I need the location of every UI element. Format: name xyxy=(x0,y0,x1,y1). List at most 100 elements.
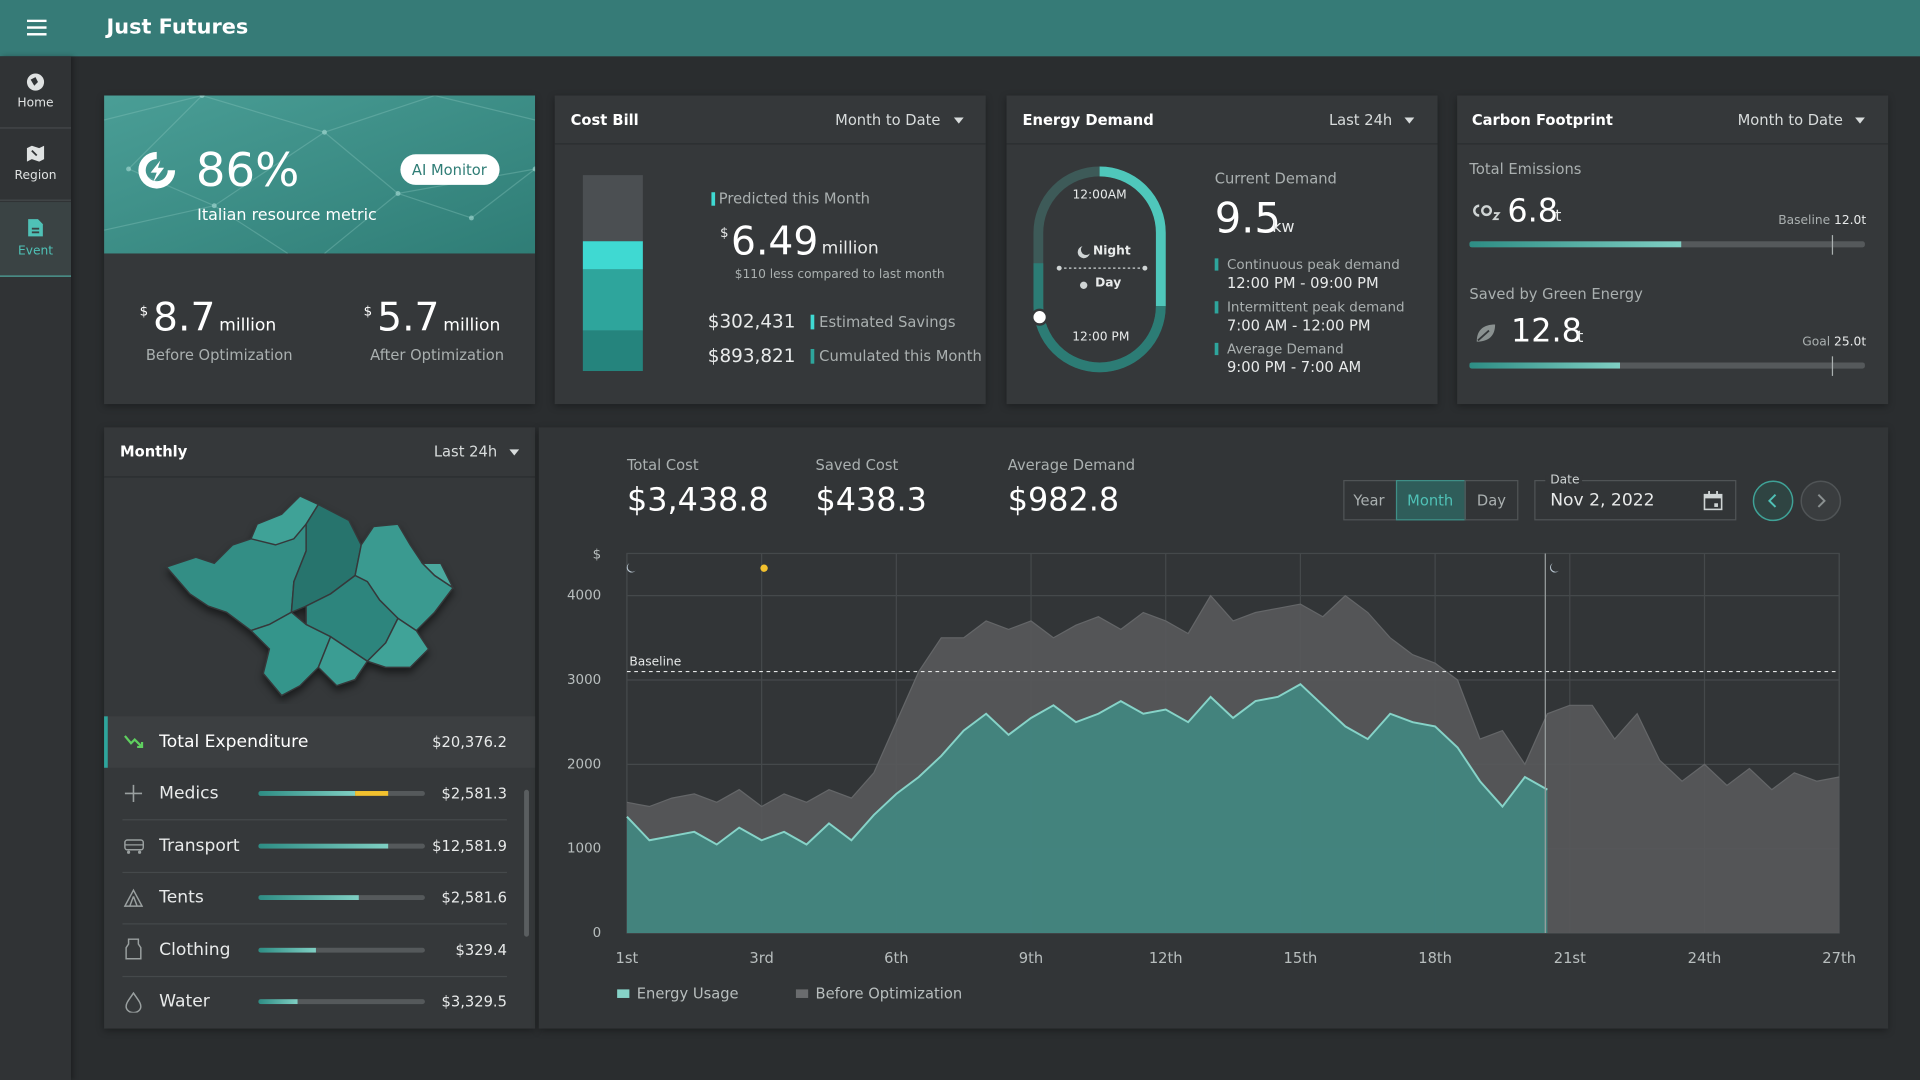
row-divider xyxy=(122,923,507,925)
legend-label: Before Optimization xyxy=(816,985,963,1002)
date-label-bg xyxy=(1545,475,1583,485)
period-dropdown[interactable]: Month to Date xyxy=(835,111,941,129)
item-label: Intermittent peak demand xyxy=(1226,299,1405,316)
next-button[interactable] xyxy=(1800,480,1842,522)
current-label: Current Demand xyxy=(1214,170,1337,188)
item-marker xyxy=(1214,342,1219,356)
scrollbar[interactable] xyxy=(524,789,529,937)
item-name: Medics xyxy=(159,783,219,804)
range-option[interactable]: Day xyxy=(1476,492,1506,510)
unit: t xyxy=(1577,328,1584,348)
saved-value: 12.8 xyxy=(1511,313,1582,351)
ref-value: 25.0t xyxy=(1834,335,1867,349)
transport-icon xyxy=(124,839,145,854)
before-label: Before Optimization xyxy=(146,348,293,363)
demand-dial xyxy=(1031,166,1166,373)
ai-percent: 86% xyxy=(195,143,300,198)
item-bar-fill xyxy=(258,999,298,1005)
water-icon xyxy=(125,991,142,1013)
y-tick-label: 1000 xyxy=(567,842,601,857)
caret xyxy=(953,117,964,124)
date-field[interactable] xyxy=(1534,480,1737,521)
y-tick-label: 0 xyxy=(593,926,602,941)
emissions-bar xyxy=(1469,241,1865,248)
menu-button[interactable] xyxy=(26,19,49,37)
area xyxy=(626,684,1548,934)
x-tick-label: 1st xyxy=(616,950,639,967)
row-divider xyxy=(122,975,507,978)
label: Before Optimization xyxy=(145,346,293,364)
y-tick-label: 2000 xyxy=(567,757,601,772)
total-row[interactable] xyxy=(104,716,536,768)
item-label: Continuous peak demand xyxy=(1226,256,1400,273)
tents-icon xyxy=(123,888,144,907)
calendar-icon[interactable] xyxy=(1703,491,1723,511)
region-icon xyxy=(26,145,45,162)
ai-monitor-label[interactable]: AI Monitor xyxy=(411,161,487,179)
stat-value: $438.3 xyxy=(815,482,927,520)
legend-swatch xyxy=(617,989,630,998)
x-tick-label: 6th xyxy=(884,950,908,967)
card-title: Cost Bill xyxy=(570,111,639,129)
item-bar xyxy=(258,895,425,900)
region-map xyxy=(165,495,455,697)
nav-active-bg xyxy=(0,202,72,277)
bill-bar-predicted xyxy=(582,241,643,270)
unit: million xyxy=(443,315,501,336)
saved-bar xyxy=(1469,362,1865,369)
item-value: 12:00 PM - 09:00 PM xyxy=(1226,274,1379,292)
y-axis-unit: $ xyxy=(593,548,602,563)
predicted-value: 6.49 xyxy=(731,217,819,265)
item-bar-fill xyxy=(258,947,316,953)
legend-marker xyxy=(810,314,815,330)
currency: $ xyxy=(139,303,149,319)
item-marker xyxy=(1214,301,1219,314)
dial-label: Night xyxy=(1092,244,1131,259)
currency: $ xyxy=(720,224,729,241)
stat-label: Average Demand xyxy=(1007,456,1136,474)
unit: kw xyxy=(1272,218,1295,237)
toggle-divider xyxy=(1464,480,1466,521)
bill-bar-savings xyxy=(582,269,643,331)
app-header xyxy=(0,0,1920,57)
date-value: Nov 2, 2022 xyxy=(1550,491,1655,511)
stat-label: Saved Cost xyxy=(815,456,899,474)
item-name: Clothing xyxy=(159,940,231,960)
bill-bar-cumulated xyxy=(582,330,643,372)
prev-button[interactable] xyxy=(1752,480,1794,522)
item-bar xyxy=(258,843,425,849)
item-value: $2,581.3 xyxy=(441,784,507,803)
current-value: 9.5 xyxy=(1214,194,1281,244)
total-value: $20,376.2 xyxy=(432,733,507,751)
item-value: 7:00 AM - 12:00 PM xyxy=(1226,317,1371,335)
note: $110 less compared to last month xyxy=(734,268,945,282)
saved-label: Saved by Green Energy xyxy=(1469,285,1643,303)
range-option[interactable]: Month xyxy=(1407,492,1454,510)
before-value: 8.7 xyxy=(153,293,216,341)
period-dropdown[interactable]: Last 24h xyxy=(1328,111,1393,129)
bill-bar-remaining xyxy=(582,175,643,242)
period-dropdown[interactable]: Month to Date xyxy=(1737,111,1843,129)
nav-item[interactable]: Region xyxy=(14,168,57,183)
app-title: Just Futures xyxy=(106,15,249,40)
nav-item[interactable]: Event xyxy=(17,244,54,259)
legend-swatch xyxy=(795,989,809,998)
caret xyxy=(1855,117,1865,124)
item-marker xyxy=(1214,258,1219,271)
baseline-ref: Baseline 12.0t xyxy=(1778,215,1866,228)
nav-item[interactable]: Home xyxy=(17,96,54,111)
item-name: Tents xyxy=(159,887,204,908)
range-option[interactable]: Year xyxy=(1353,492,1385,510)
x-tick-label: 3rd xyxy=(749,950,773,967)
clothing-icon xyxy=(125,938,142,960)
item-bar xyxy=(258,791,425,796)
dial-label: 12:00AM xyxy=(1072,188,1127,203)
ai-monitor-button[interactable] xyxy=(400,154,500,185)
total-label: Total Expenditure xyxy=(159,732,309,752)
unit: million xyxy=(821,238,879,259)
item-bar-fill xyxy=(258,895,359,900)
card-title: Monthly xyxy=(120,443,188,461)
after-value: 5.7 xyxy=(377,293,440,341)
period-dropdown[interactable]: Last 24h xyxy=(433,443,498,461)
